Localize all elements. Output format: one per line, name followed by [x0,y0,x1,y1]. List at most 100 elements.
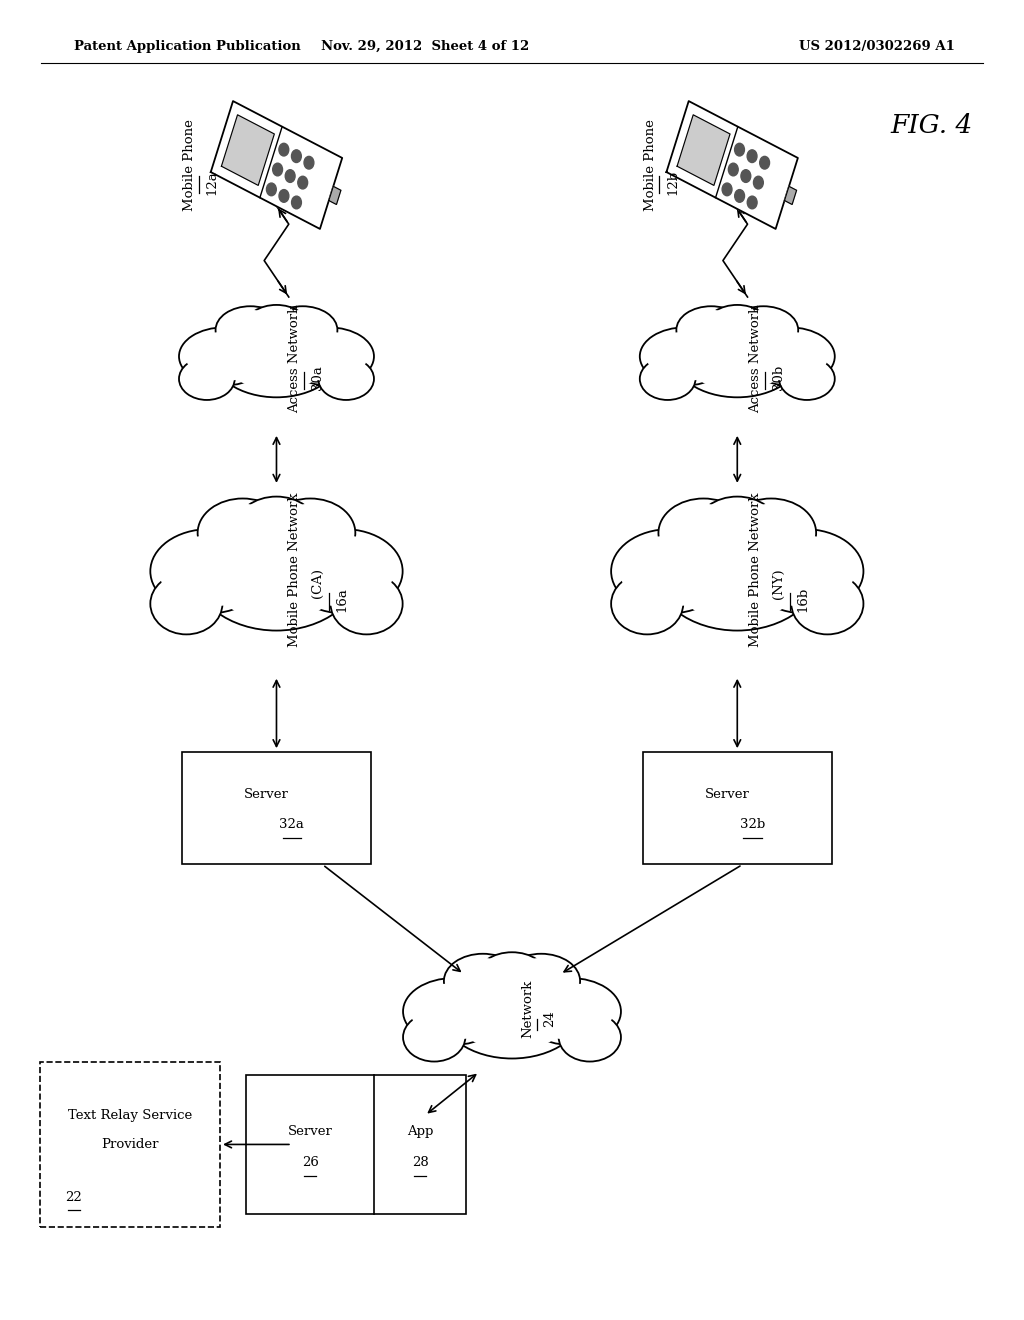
Circle shape [748,150,757,162]
Ellipse shape [744,327,835,385]
FancyBboxPatch shape [41,1061,219,1228]
Ellipse shape [502,954,580,1008]
FancyBboxPatch shape [643,751,831,863]
Text: US 2012/0302269 A1: US 2012/0302269 A1 [799,40,954,53]
Circle shape [292,150,301,162]
Ellipse shape [221,310,280,350]
Ellipse shape [616,578,678,630]
Ellipse shape [792,573,863,635]
Ellipse shape [477,952,547,1001]
Ellipse shape [290,331,368,381]
Text: (NY): (NY) [772,568,784,599]
Circle shape [279,144,289,156]
Text: FIG. 4: FIG. 4 [891,114,973,137]
Circle shape [734,144,744,156]
Text: 30b: 30b [772,364,784,391]
Ellipse shape [179,327,269,385]
Text: 22: 22 [66,1191,82,1204]
Ellipse shape [438,956,586,1059]
Text: 28: 28 [412,1156,429,1170]
Ellipse shape [151,529,267,614]
Circle shape [272,164,283,176]
Text: 24: 24 [544,1011,556,1027]
Ellipse shape [403,978,504,1045]
Text: 12b: 12b [667,169,679,195]
Ellipse shape [734,310,793,350]
Text: Mobile Phone Network: Mobile Phone Network [750,492,762,648]
Circle shape [722,183,732,195]
Ellipse shape [331,573,402,635]
Ellipse shape [198,499,288,568]
Polygon shape [667,102,798,228]
Text: Mobile Phone: Mobile Phone [183,119,196,211]
Ellipse shape [236,496,317,558]
Ellipse shape [185,331,263,381]
Ellipse shape [646,331,724,381]
Text: 32b: 32b [740,818,765,832]
Ellipse shape [294,536,394,607]
Ellipse shape [508,958,574,1005]
Text: Network: Network [521,979,534,1038]
Polygon shape [221,115,274,185]
Text: (CA): (CA) [311,569,324,598]
Ellipse shape [204,510,349,620]
Ellipse shape [520,978,621,1045]
Text: Text Relay Service: Text Relay Service [68,1109,193,1122]
Ellipse shape [411,983,497,1040]
Polygon shape [784,186,797,205]
Text: Provider: Provider [101,1138,159,1151]
Polygon shape [211,102,342,228]
Text: 16b: 16b [797,586,809,612]
Circle shape [298,177,307,189]
Ellipse shape [323,360,370,397]
Ellipse shape [183,360,230,397]
Ellipse shape [711,308,764,345]
Text: Server: Server [705,788,750,801]
Ellipse shape [640,358,695,400]
Text: 30a: 30a [311,366,324,389]
Ellipse shape [706,305,769,347]
Ellipse shape [755,536,855,607]
Text: Server: Server [244,788,289,801]
Ellipse shape [220,314,333,391]
Ellipse shape [783,360,830,397]
Ellipse shape [151,573,222,635]
Ellipse shape [696,496,778,558]
Text: App: App [407,1125,433,1138]
Ellipse shape [746,529,863,614]
Circle shape [266,183,276,195]
Polygon shape [677,115,730,185]
Ellipse shape [797,578,858,630]
Circle shape [728,164,738,176]
Ellipse shape [651,500,823,631]
Ellipse shape [559,1012,621,1061]
Ellipse shape [159,536,259,607]
Circle shape [279,190,289,202]
Ellipse shape [245,305,308,347]
Ellipse shape [318,358,374,400]
Ellipse shape [216,306,285,354]
Text: Mobile Phone Network: Mobile Phone Network [289,492,301,648]
Ellipse shape [665,510,810,620]
Circle shape [741,170,751,182]
Ellipse shape [190,500,362,631]
Ellipse shape [265,499,355,568]
Circle shape [754,177,763,189]
Ellipse shape [272,504,348,562]
Ellipse shape [156,578,217,630]
Ellipse shape [284,327,374,385]
Text: 12a: 12a [206,170,218,194]
Circle shape [734,190,744,202]
Circle shape [292,197,301,209]
Ellipse shape [242,502,311,553]
Ellipse shape [640,327,730,385]
Ellipse shape [611,529,728,614]
Ellipse shape [666,504,741,562]
Circle shape [286,170,295,182]
Circle shape [304,156,314,169]
Text: 26: 26 [302,1156,318,1170]
Ellipse shape [336,578,397,630]
Ellipse shape [408,1016,461,1057]
Circle shape [748,197,757,209]
Polygon shape [329,186,341,205]
